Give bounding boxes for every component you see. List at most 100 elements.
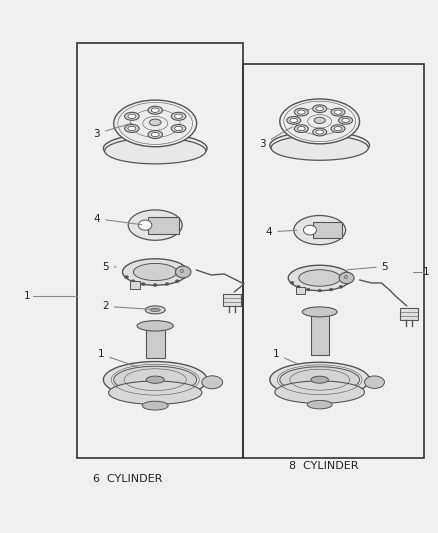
Polygon shape — [148, 217, 179, 233]
Ellipse shape — [124, 112, 139, 120]
Ellipse shape — [314, 117, 325, 124]
Ellipse shape — [202, 376, 223, 389]
Ellipse shape — [151, 132, 159, 136]
Ellipse shape — [294, 125, 308, 133]
Ellipse shape — [331, 125, 345, 133]
Ellipse shape — [297, 110, 305, 114]
Ellipse shape — [290, 118, 297, 123]
Ellipse shape — [175, 280, 179, 282]
Ellipse shape — [307, 288, 310, 291]
Ellipse shape — [114, 366, 197, 393]
Ellipse shape — [302, 307, 337, 317]
Ellipse shape — [329, 288, 333, 291]
Ellipse shape — [131, 280, 135, 282]
Ellipse shape — [331, 108, 345, 116]
Ellipse shape — [364, 376, 385, 389]
Ellipse shape — [313, 105, 327, 112]
Ellipse shape — [182, 276, 186, 278]
Text: 0: 0 — [180, 270, 184, 274]
Ellipse shape — [128, 114, 136, 118]
Ellipse shape — [339, 286, 343, 288]
Ellipse shape — [280, 367, 360, 393]
Text: 6  CYLINDER: 6 CYLINDER — [92, 474, 162, 484]
Text: 1: 1 — [423, 267, 430, 277]
Text: 0: 0 — [343, 276, 347, 280]
Text: 8  CYLINDER: 8 CYLINDER — [289, 461, 359, 471]
Ellipse shape — [171, 124, 186, 132]
Ellipse shape — [175, 114, 183, 118]
Ellipse shape — [128, 210, 182, 240]
Ellipse shape — [270, 132, 370, 159]
Bar — [146, 326, 165, 358]
Ellipse shape — [271, 135, 368, 160]
Ellipse shape — [149, 119, 161, 126]
Ellipse shape — [297, 286, 300, 288]
Ellipse shape — [288, 265, 351, 290]
Ellipse shape — [311, 376, 328, 383]
Ellipse shape — [137, 321, 173, 331]
Ellipse shape — [280, 99, 360, 144]
Ellipse shape — [275, 381, 364, 403]
Ellipse shape — [334, 126, 342, 131]
Ellipse shape — [339, 117, 353, 124]
Ellipse shape — [299, 270, 341, 286]
Ellipse shape — [124, 124, 139, 132]
Text: 3: 3 — [259, 127, 292, 149]
Polygon shape — [131, 281, 140, 289]
Ellipse shape — [294, 108, 308, 116]
Text: 4: 4 — [266, 227, 297, 237]
Ellipse shape — [128, 126, 136, 131]
Ellipse shape — [103, 134, 207, 163]
Ellipse shape — [339, 272, 354, 284]
Ellipse shape — [145, 306, 165, 314]
Ellipse shape — [334, 110, 342, 114]
Ellipse shape — [175, 266, 191, 278]
Ellipse shape — [184, 271, 188, 273]
Ellipse shape — [123, 259, 188, 285]
Ellipse shape — [134, 263, 177, 280]
Ellipse shape — [304, 225, 316, 235]
Ellipse shape — [105, 138, 206, 164]
Ellipse shape — [148, 106, 162, 114]
Ellipse shape — [148, 131, 162, 139]
Polygon shape — [296, 287, 305, 294]
Text: 5: 5 — [102, 262, 116, 271]
Ellipse shape — [138, 220, 152, 230]
Text: 4: 4 — [93, 214, 142, 225]
Ellipse shape — [165, 282, 169, 286]
Ellipse shape — [290, 281, 294, 284]
Ellipse shape — [316, 130, 324, 134]
Ellipse shape — [109, 381, 202, 405]
Ellipse shape — [114, 100, 197, 147]
Ellipse shape — [124, 276, 128, 278]
Text: 1: 1 — [272, 349, 297, 364]
Bar — [223, 294, 241, 306]
Ellipse shape — [307, 400, 332, 409]
Ellipse shape — [346, 281, 349, 284]
Bar — [400, 308, 418, 320]
Ellipse shape — [294, 215, 346, 245]
Ellipse shape — [316, 107, 324, 111]
Ellipse shape — [150, 308, 160, 312]
Polygon shape — [313, 222, 343, 238]
Ellipse shape — [270, 362, 370, 397]
Ellipse shape — [141, 282, 145, 286]
Ellipse shape — [103, 361, 207, 398]
Ellipse shape — [142, 401, 168, 410]
Ellipse shape — [297, 126, 305, 131]
Ellipse shape — [171, 112, 186, 120]
Text: 1: 1 — [98, 349, 137, 367]
Text: 3: 3 — [93, 123, 132, 139]
Text: 5: 5 — [347, 262, 388, 271]
Bar — [311, 312, 328, 355]
Ellipse shape — [146, 376, 164, 383]
Ellipse shape — [175, 126, 183, 131]
Ellipse shape — [153, 284, 157, 286]
Ellipse shape — [313, 128, 327, 136]
Ellipse shape — [342, 118, 350, 123]
Ellipse shape — [348, 277, 351, 279]
Ellipse shape — [318, 289, 321, 292]
Ellipse shape — [151, 108, 159, 112]
Text: 2: 2 — [102, 301, 157, 311]
Text: 1: 1 — [24, 290, 30, 301]
